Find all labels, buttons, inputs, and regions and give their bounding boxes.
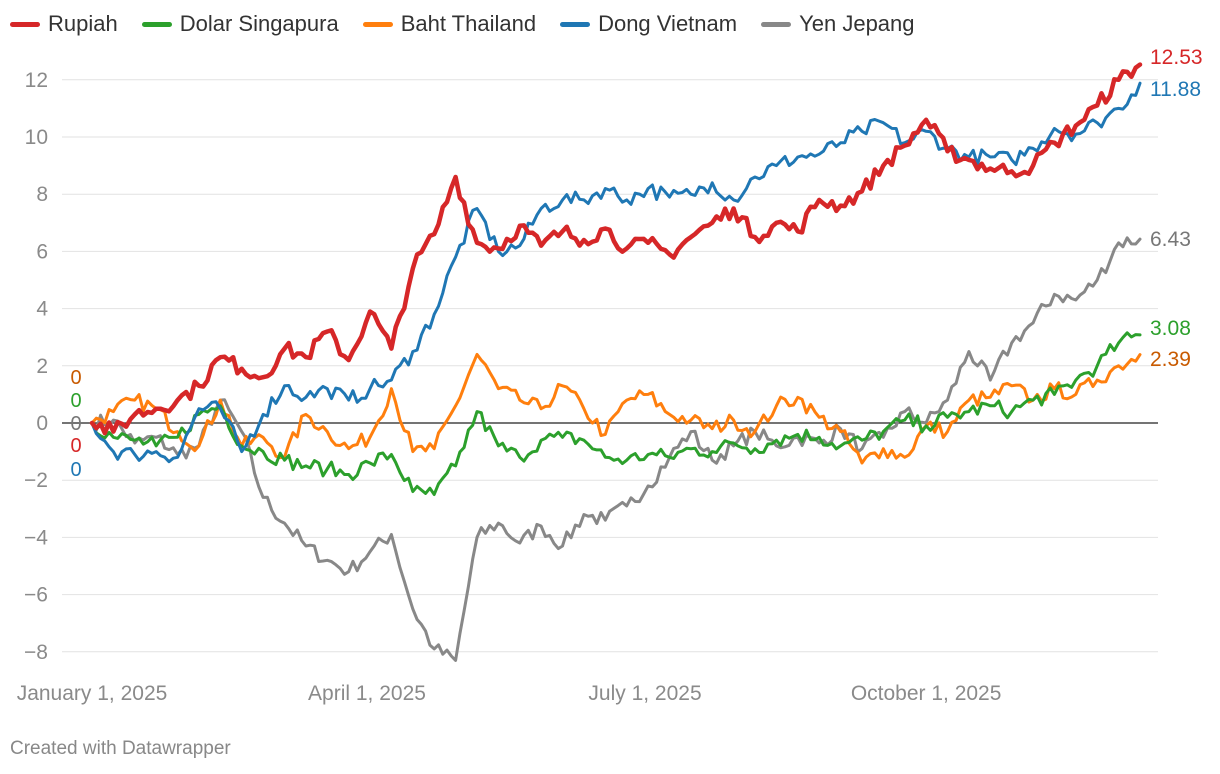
y-tick-label: 10 (25, 126, 48, 149)
credit-text: Created with Datawrapper (10, 738, 231, 759)
chart-legend: Rupiah Dolar Singapura Baht Thailand Dong V… (10, 10, 939, 38)
y-axis-ticks: −8 −6 −4 −2 0 2 4 6 8 10 12 (24, 69, 48, 664)
legend-swatch (362, 21, 393, 27)
legend-label: Dolar Singapura (179, 11, 339, 36)
y-tick-label: −4 (24, 526, 48, 549)
legend-swatch (761, 21, 792, 27)
y-tick-label: −2 (24, 469, 48, 492)
y-tick-label: 6 (36, 240, 48, 263)
x-tick-label: April 1, 2025 (308, 682, 426, 705)
end-value-label: 12.53 (1150, 46, 1203, 69)
legend-label: Rupiah (48, 11, 118, 36)
series-line (90, 236, 1142, 662)
legend-item: Dolar Singapura (141, 11, 339, 37)
start-value-label: 0 (70, 459, 81, 481)
gridlines (62, 79, 1158, 653)
series-line (90, 81, 1142, 464)
start-value-label: 0 (70, 367, 81, 389)
legend-item: Dong Vietnam (560, 11, 737, 37)
legend-item: Baht Thailand (362, 11, 537, 37)
y-tick-label: 4 (36, 298, 48, 321)
series-lines (89, 62, 1143, 662)
y-tick-label: 2 (36, 355, 48, 378)
legend-item: Yen Jepang (761, 11, 915, 37)
x-axis-ticks: January 1, 2025 April 1, 2025 July 1, 2025… (17, 682, 1002, 705)
legend-swatch (560, 21, 591, 27)
legend-label: Dong Vietnam (598, 11, 738, 36)
y-tick-label: −8 (24, 641, 48, 664)
legend-swatch (10, 21, 40, 27)
legend-item: Rupiah (10, 11, 118, 37)
y-tick-label: −6 (24, 584, 48, 607)
y-tick-label: 12 (25, 69, 48, 92)
y-tick-label: 8 (36, 183, 48, 206)
legend-label: Yen Jepang (799, 11, 915, 36)
series-line (90, 352, 1142, 465)
legend-swatch (141, 21, 172, 27)
end-value-label: 3.08 (1150, 317, 1191, 340)
start-value-label: 0 (70, 390, 81, 412)
end-value-label: 11.88 (1150, 78, 1201, 101)
end-value-label: 6.43 (1150, 228, 1191, 251)
x-tick-label: July 1, 2025 (588, 682, 701, 705)
y-tick-label: 0 (36, 412, 48, 435)
x-tick-label: January 1, 2025 (17, 682, 168, 705)
end-value-label: 2.39 (1150, 348, 1191, 371)
x-tick-label: October 1, 2025 (851, 682, 1002, 705)
series-line (90, 331, 1142, 496)
series-line (89, 62, 1143, 436)
start-value-label: 0 (70, 435, 81, 457)
start-value-label: 0 (70, 413, 81, 435)
legend-label: Baht Thailand (400, 11, 537, 36)
